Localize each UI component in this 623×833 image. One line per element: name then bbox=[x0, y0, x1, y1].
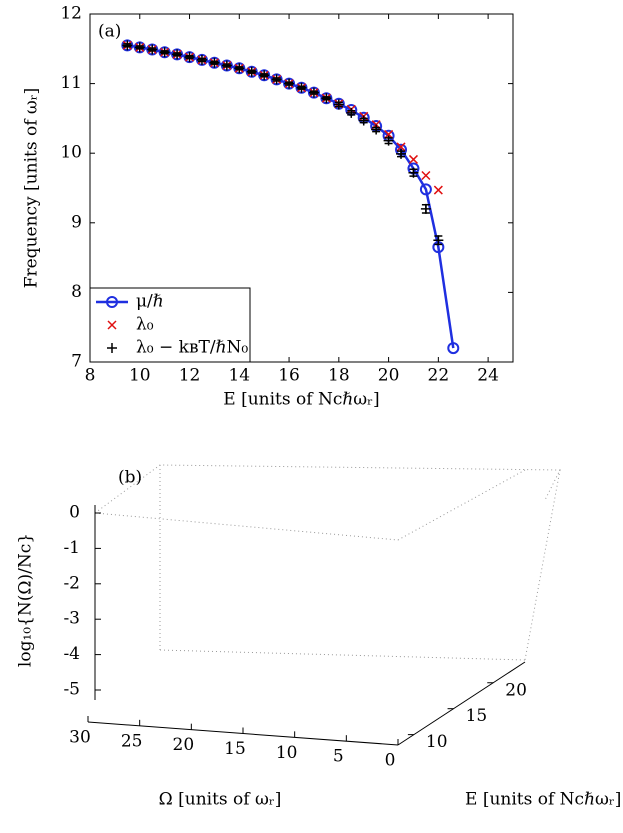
z-tick-label: -3 bbox=[63, 609, 80, 629]
point bbox=[396, 142, 406, 152]
point bbox=[147, 44, 158, 55]
z-tick-label: -4 bbox=[63, 644, 80, 664]
y-tick-label: 10 bbox=[60, 143, 82, 163]
point bbox=[408, 167, 419, 178]
x-tick-label: 22 bbox=[428, 366, 450, 386]
point bbox=[420, 203, 431, 214]
x-tick-label: 12 bbox=[179, 366, 201, 386]
point bbox=[184, 52, 195, 63]
point bbox=[234, 63, 245, 74]
x-axis-label: Ω [units of ωᵣ] bbox=[159, 790, 282, 810]
x-tick-label: 8 bbox=[85, 366, 96, 386]
y-tick-label: 10 bbox=[426, 732, 448, 752]
y-tick-label: 9 bbox=[71, 212, 82, 232]
legend-label: λ₀ bbox=[136, 315, 154, 335]
point bbox=[447, 342, 460, 355]
y-tick-label: 7 bbox=[71, 352, 82, 372]
point bbox=[358, 115, 369, 126]
point bbox=[371, 124, 382, 135]
point bbox=[296, 82, 307, 93]
y-axis-label: E [units of Ncℏωᵣ] bbox=[465, 790, 621, 810]
x-tick-label: 25 bbox=[121, 731, 143, 751]
panel-b-frame bbox=[87, 464, 561, 746]
x-tick-label: 30 bbox=[69, 728, 91, 748]
point bbox=[408, 154, 419, 164]
x-axis-label: E [units of Ncℏωᵣ] bbox=[223, 390, 379, 410]
point bbox=[346, 107, 357, 118]
x-tick-label: 5 bbox=[333, 747, 344, 767]
x-tick-label: 14 bbox=[228, 366, 250, 386]
x-tick-label: 16 bbox=[278, 366, 300, 386]
point bbox=[246, 66, 257, 77]
y-tick-label: 15 bbox=[466, 706, 488, 726]
point bbox=[106, 296, 118, 308]
point bbox=[107, 343, 117, 353]
plot-frame bbox=[89, 13, 514, 363]
panel-label: (a) bbox=[98, 22, 121, 42]
point bbox=[209, 57, 220, 68]
y-tick-label: 20 bbox=[505, 680, 527, 700]
x-tick-label: 10 bbox=[276, 743, 298, 763]
panel-label: (b) bbox=[118, 468, 142, 488]
point bbox=[421, 170, 431, 181]
point bbox=[333, 99, 344, 110]
x-tick-label: 20 bbox=[173, 735, 195, 755]
point bbox=[196, 54, 207, 65]
legend-marker bbox=[106, 296, 118, 308]
point bbox=[284, 78, 295, 89]
z-axis-label: log₁₀{N(Ω)/Nc} bbox=[16, 533, 36, 667]
x-tick-label: 0 bbox=[385, 751, 396, 771]
point bbox=[159, 47, 170, 58]
y-tick-label: 12 bbox=[60, 4, 82, 24]
point bbox=[321, 93, 332, 104]
legend-label: λ₀ − kʙT/ℏN₀ bbox=[136, 338, 248, 358]
point bbox=[221, 60, 232, 71]
legend-marker bbox=[107, 343, 117, 353]
x-tick-label: 15 bbox=[224, 739, 246, 759]
point bbox=[271, 74, 282, 85]
x-tick-label: 10 bbox=[129, 366, 151, 386]
x-tick-label: 20 bbox=[378, 366, 400, 386]
z-tick-label: 0 bbox=[69, 503, 80, 523]
point bbox=[122, 40, 133, 51]
point bbox=[433, 235, 444, 246]
y-axis-label: Frequency [units of ωᵣ] bbox=[22, 88, 42, 289]
plot-area bbox=[121, 39, 460, 355]
point bbox=[134, 42, 145, 53]
point bbox=[383, 135, 394, 146]
legend-label: μ/ℏ bbox=[136, 292, 164, 312]
point bbox=[107, 320, 117, 330]
y-tick-label: 8 bbox=[71, 282, 82, 302]
y-tick-label: 11 bbox=[60, 73, 82, 93]
point bbox=[308, 87, 319, 98]
legend-marker bbox=[107, 320, 117, 330]
point bbox=[384, 129, 394, 139]
point bbox=[433, 185, 443, 195]
x-tick-label: 18 bbox=[328, 366, 350, 386]
point bbox=[419, 183, 432, 196]
z-tick-label: -2 bbox=[63, 573, 80, 593]
z-tick-label: -5 bbox=[63, 680, 80, 700]
point bbox=[172, 49, 183, 60]
point bbox=[396, 148, 407, 159]
x-tick-label: 24 bbox=[477, 366, 499, 386]
point bbox=[259, 70, 270, 81]
z-tick-label: -1 bbox=[63, 538, 80, 558]
